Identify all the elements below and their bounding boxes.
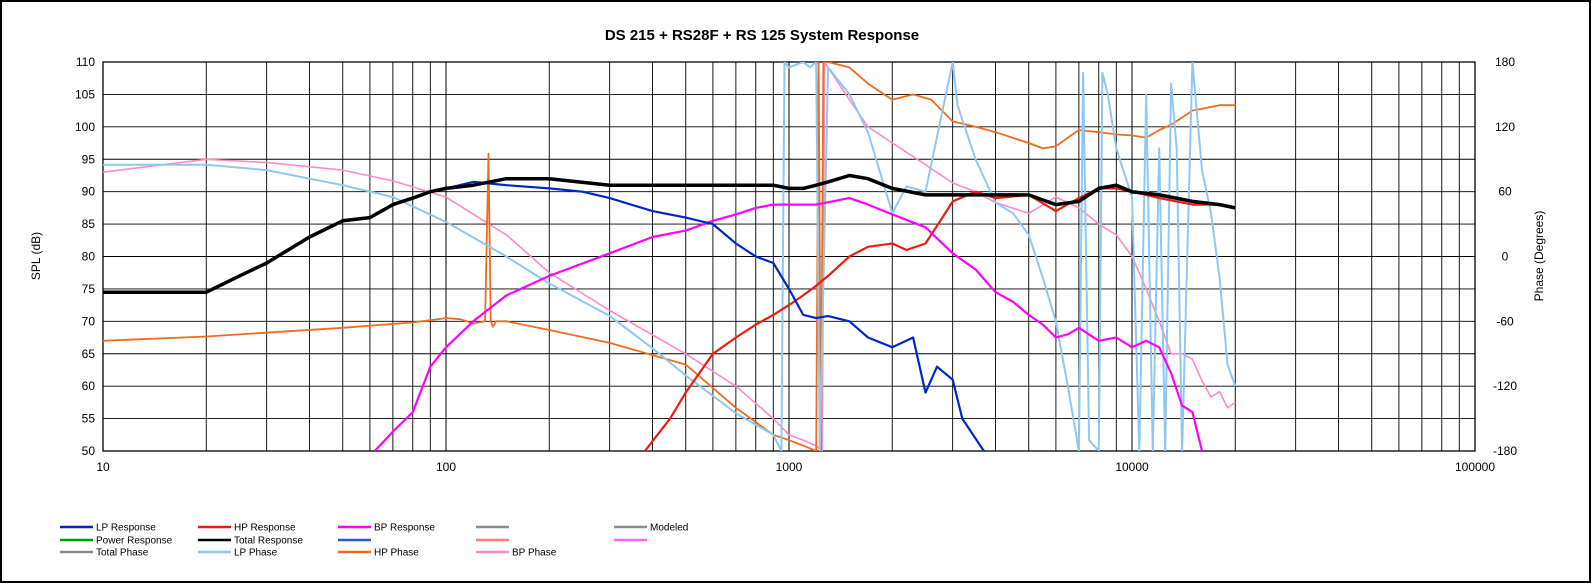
legend-label: LP Phase <box>234 548 278 559</box>
y-tick-label: 85 <box>82 217 96 231</box>
chart-title: DS 215 + RS28F + RS 125 System Response <box>605 27 919 44</box>
y-tick-label: 90 <box>82 185 96 199</box>
legend-label: HP Phase <box>374 548 419 559</box>
x-tick-label: 10 <box>96 460 110 474</box>
y-axis-left: 50 55 60 65 70 75 80 85 90 95 100 105 110 <box>75 55 95 458</box>
legend-label: BP Phase <box>512 548 557 559</box>
series-layer <box>103 62 1237 451</box>
series-total-response <box>103 173 1236 294</box>
y-tick-label: 110 <box>76 55 95 69</box>
x-tick-label: 1000 <box>776 460 803 474</box>
y2-tick-label: 0 <box>1502 250 1509 264</box>
x-tick-label: 100 <box>436 460 456 474</box>
y2-tick-label: 180 <box>1495 55 1515 69</box>
y2-tick-label: 60 <box>1498 185 1512 199</box>
series-lp-phase <box>103 62 1237 451</box>
series-bp-phase <box>103 62 1236 451</box>
y-tick-label: 65 <box>82 347 96 361</box>
y2-axis-label: Phase (Degrees) <box>1532 211 1546 302</box>
legend-label: LP Response <box>96 523 156 534</box>
plot-border <box>102 61 1476 452</box>
y-tick-label: 55 <box>82 412 96 426</box>
y-tick-label: 60 <box>82 379 96 393</box>
y2-tick-label: 120 <box>1495 120 1515 134</box>
series-bp-response <box>373 197 1204 451</box>
plot-area <box>102 61 1476 452</box>
y-axis-label: SPL (dB) <box>29 232 43 280</box>
legend-label: Total Response <box>234 536 303 547</box>
x-tick-label: 10000 <box>1115 460 1149 474</box>
legend-label: Power Response <box>96 536 173 547</box>
legend-label: HP Response <box>234 523 296 534</box>
y-tick-label: 100 <box>75 120 95 134</box>
legend-label: BP Response <box>374 523 435 534</box>
x-tick-label: 100000 <box>1455 460 1495 474</box>
y2-tick-label: -60 <box>1496 314 1514 328</box>
series-lp-response <box>445 180 985 451</box>
x-axis: 10 100 1000 10000 100000 <box>96 460 1495 474</box>
y-tick-label: 80 <box>82 250 96 264</box>
y-tick-label: 70 <box>82 314 96 328</box>
grid <box>103 62 1475 451</box>
legend-label: Modeled <box>650 523 688 534</box>
y-tick-label: 105 <box>75 87 95 101</box>
y2-tick-label: -180 <box>1493 444 1517 458</box>
legend: LP Response HP Response BP Response Modeled… <box>60 523 688 559</box>
legend-label: Total Phase <box>96 548 149 559</box>
series-hp-response <box>644 187 1236 451</box>
y-tick-label: 95 <box>82 152 96 166</box>
y2-tick-label: -120 <box>1493 379 1517 393</box>
y-tick-label: 50 <box>82 444 96 458</box>
y-axis-right: -180 -120 -60 0 60 120 180 <box>1493 55 1517 458</box>
y-tick-label: 75 <box>82 282 96 296</box>
